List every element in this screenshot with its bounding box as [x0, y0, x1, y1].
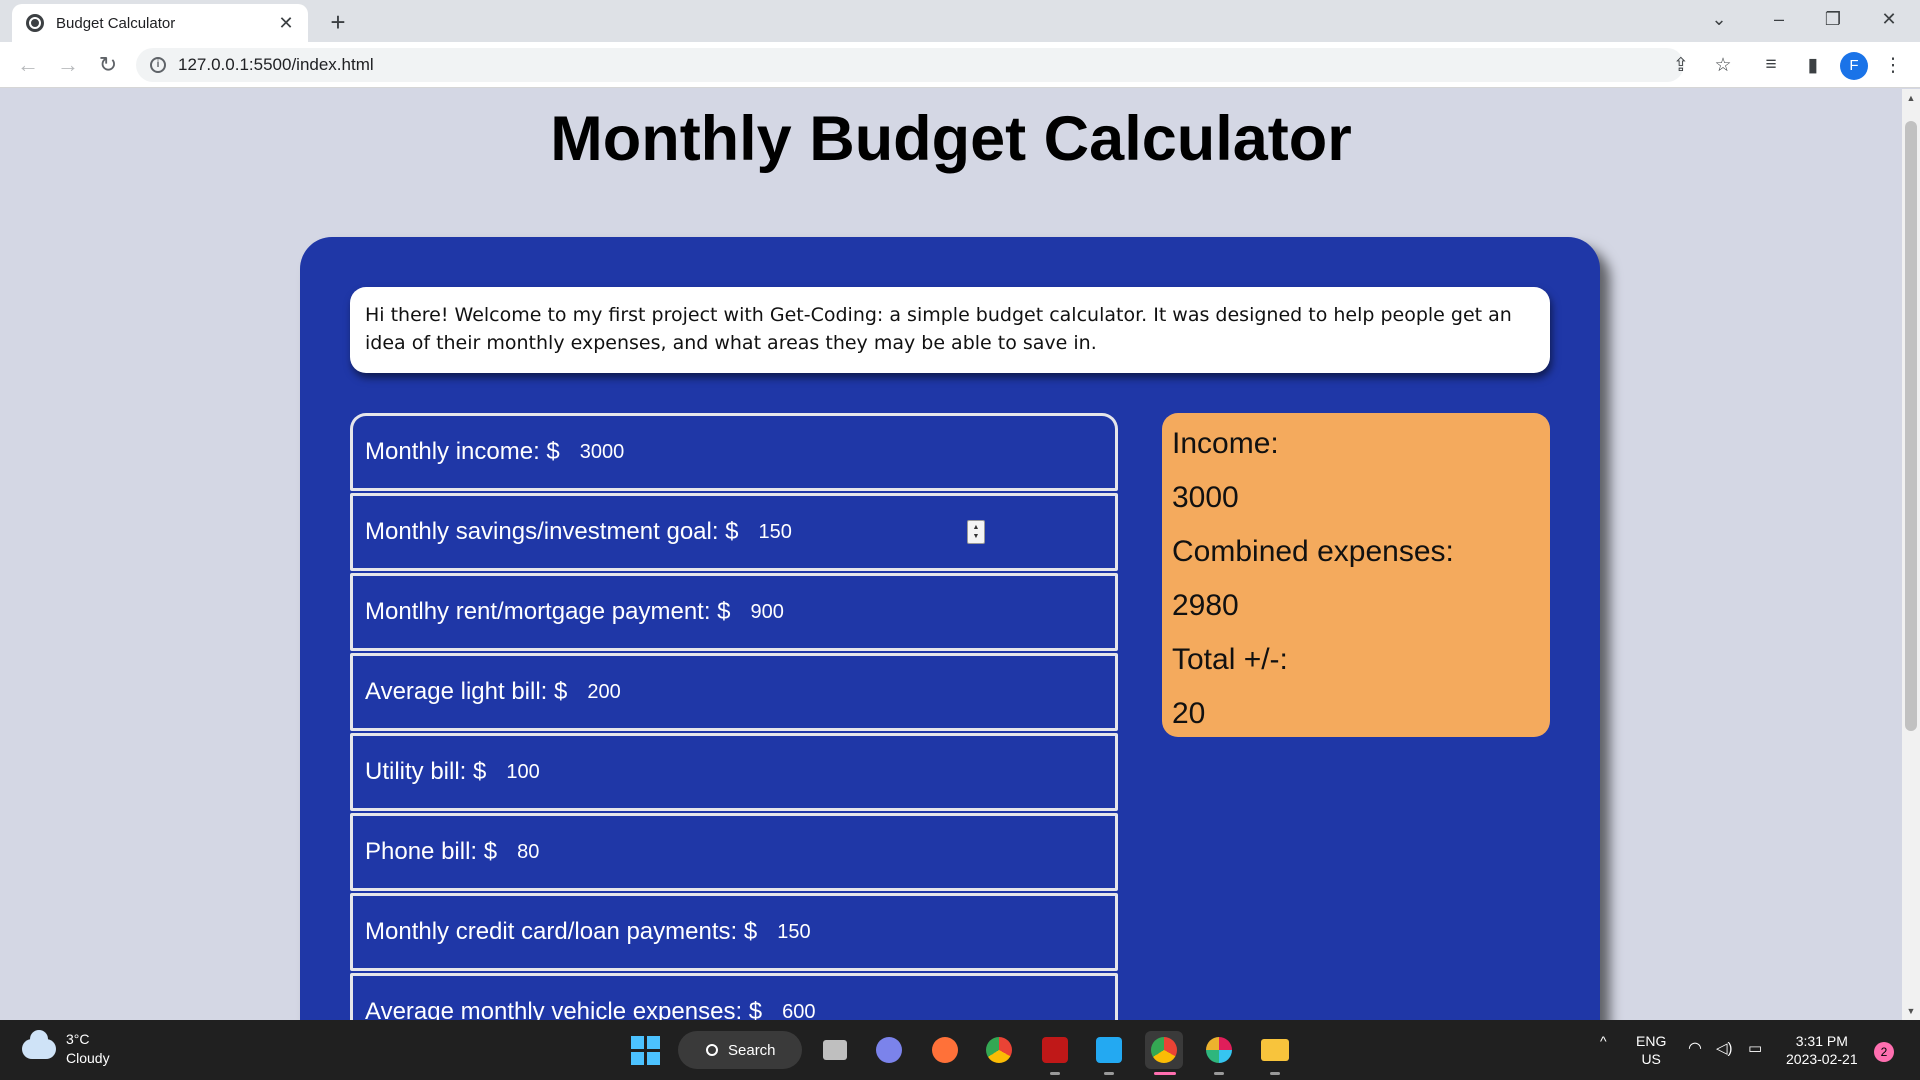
field-phone-bill: Phone bill: $ 80 [350, 813, 1118, 891]
notification-badge[interactable]: 2 [1874, 1042, 1894, 1062]
share-icon[interactable]: ⇪ [1673, 54, 1689, 76]
teams-chat-icon[interactable] [870, 1031, 908, 1069]
scroll-thumb[interactable] [1905, 121, 1917, 731]
weather-temp: 3°C [66, 1031, 90, 1047]
intro-text: Hi there! Welcome to my first project wi… [350, 287, 1550, 373]
number-spinner[interactable]: ▲ ▼ [967, 520, 985, 544]
field-label: Monthly savings/investment goal: $ [365, 518, 739, 545]
page-scrollbar[interactable]: ▲ ▼ [1902, 89, 1920, 1020]
expenses-label: Combined expenses: [1172, 535, 1454, 568]
expense-fields: Monthly income: $ 3000 Monthly savings/i… [350, 413, 1118, 1020]
scroll-up-icon[interactable]: ▲ [1906, 93, 1916, 103]
restore-button[interactable]: ❐ [1824, 8, 1842, 29]
income-label: Income: [1172, 427, 1279, 460]
taskbar: 3°C Cloudy Search ^ ENG US ◠ ◁) ▭ 3:31 P… [0, 1020, 1920, 1080]
globe-icon [26, 14, 44, 32]
new-tab-button[interactable]: + [330, 7, 346, 37]
vscode-icon[interactable] [1090, 1031, 1128, 1069]
wifi-icon[interactable]: ◠ [1688, 1040, 1702, 1057]
search-icon [706, 1044, 718, 1056]
vehicle-input[interactable]: 600 [782, 1000, 816, 1021]
field-utility-bill: Utility bill: $ 100 [350, 733, 1118, 811]
clock[interactable]: 3:31 PM 2023-02-21 [1786, 1032, 1858, 1068]
page-title: Monthly Budget Calculator [550, 104, 1352, 174]
rent-input[interactable]: 900 [750, 600, 784, 623]
reload-button[interactable]: ↻ [98, 52, 118, 77]
back-button[interactable]: ← [17, 52, 39, 77]
calculator-card: Hi there! Welcome to my first project wi… [300, 237, 1600, 1020]
battery-icon[interactable]: ▭ [1748, 1040, 1763, 1057]
tab-title: Budget Calculator [56, 14, 176, 32]
phone-bill-input[interactable]: 80 [517, 840, 540, 863]
minimize-button[interactable]: – [1773, 8, 1784, 29]
url-text: 127.0.0.1:5500/index.html [178, 55, 374, 74]
summary-panel: Income: 3000 Combined expenses: 2980 Tot… [1162, 413, 1550, 737]
side-panel-icon[interactable]: ▮ [1807, 54, 1819, 76]
running-indicator [1270, 1072, 1280, 1075]
cloud-icon [22, 1030, 56, 1059]
field-vehicle: Average monthly vehicle expenses: $ 600 [350, 973, 1118, 1020]
slack-icon[interactable] [1200, 1031, 1238, 1069]
total-label: Total +/-: [1172, 643, 1288, 676]
search-label: Search [728, 1041, 776, 1059]
language-indicator[interactable]: ENG US [1636, 1032, 1666, 1068]
active-indicator [1154, 1072, 1176, 1075]
tab-search-icon[interactable]: ⌄ [1711, 8, 1727, 29]
show-hidden-icons[interactable]: ^ [1600, 1033, 1607, 1049]
total-value: 20 [1172, 697, 1206, 730]
address-bar[interactable]: i 127.0.0.1:5500/index.html [136, 48, 1684, 82]
light-bill-input[interactable]: 200 [587, 680, 621, 703]
weather-desc: Cloudy [66, 1050, 110, 1066]
field-label: Monthly credit card/loan payments: $ [365, 918, 758, 945]
field-label: Phone bill: $ [365, 838, 498, 865]
page-viewport: Monthly Budget Calculator Hi there! Welc… [0, 89, 1902, 1020]
task-view-icon[interactable] [816, 1031, 854, 1069]
income-value: 3000 [1172, 481, 1239, 514]
close-tab-icon[interactable]: ✕ [278, 12, 294, 33]
field-label: Utility bill: $ [365, 758, 487, 785]
field-label: Montlhy rent/mortgage payment: $ [365, 598, 731, 625]
running-indicator [1104, 1072, 1114, 1075]
media-control-icon[interactable]: ≡ [1765, 54, 1777, 75]
mcafee-icon[interactable] [1036, 1031, 1074, 1069]
profile-avatar[interactable]: F [1840, 52, 1868, 80]
credit-card-input[interactable]: 150 [777, 920, 811, 943]
running-indicator [1214, 1072, 1224, 1075]
chrome-icon[interactable] [980, 1031, 1018, 1069]
windows-icon [630, 1035, 660, 1065]
toolbar: ← → ↻ i 127.0.0.1:5500/index.html ⇪ ☆ ≡ … [0, 42, 1920, 88]
tab-strip: Budget Calculator ✕ + ⌄ – ❐ ✕ [0, 0, 1920, 42]
field-light-bill: Average light bill: $ 200 [350, 653, 1118, 731]
firefox-icon[interactable] [926, 1031, 964, 1069]
time: 3:31 PM [1795, 1033, 1848, 1049]
forward-button[interactable]: → [57, 52, 79, 77]
browser-tab[interactable]: Budget Calculator ✕ [12, 4, 308, 42]
lang-top: ENG [1636, 1033, 1667, 1049]
volume-icon[interactable]: ◁) [1716, 1040, 1733, 1057]
field-credit-card: Monthly credit card/loan payments: $ 150 [350, 893, 1118, 971]
savings-input[interactable]: 150 [758, 520, 792, 543]
running-indicator [1050, 1072, 1060, 1075]
bookmark-star-icon[interactable]: ☆ [1714, 54, 1732, 76]
menu-icon[interactable]: ⋮ [1883, 54, 1903, 76]
weather-widget[interactable]: 3°C Cloudy [22, 1030, 110, 1068]
file-explorer-icon[interactable] [1256, 1031, 1294, 1069]
field-savings: Monthly savings/investment goal: $ 150 ▲… [350, 493, 1118, 571]
lang-bottom: US [1641, 1051, 1661, 1067]
field-rent: Montlhy rent/mortgage payment: $ 900 [350, 573, 1118, 651]
info-icon[interactable]: i [150, 57, 166, 73]
scroll-down-icon[interactable]: ▼ [1906, 1006, 1916, 1016]
taskbar-search[interactable]: Search [678, 1031, 802, 1069]
chrome-active-icon[interactable] [1145, 1031, 1183, 1069]
utility-bill-input[interactable]: 100 [506, 760, 540, 783]
income-input[interactable]: 3000 [579, 440, 625, 463]
expenses-value: 2980 [1172, 589, 1239, 622]
start-button[interactable] [626, 1031, 664, 1069]
field-label: Average monthly vehicle expenses: $ [365, 998, 763, 1020]
field-label: Average light bill: $ [365, 678, 568, 705]
close-window-button[interactable]: ✕ [1881, 8, 1897, 29]
field-income: Monthly income: $ 3000 [350, 413, 1118, 491]
field-label: Monthly income: $ [365, 438, 560, 465]
date: 2023-02-21 [1786, 1051, 1858, 1067]
